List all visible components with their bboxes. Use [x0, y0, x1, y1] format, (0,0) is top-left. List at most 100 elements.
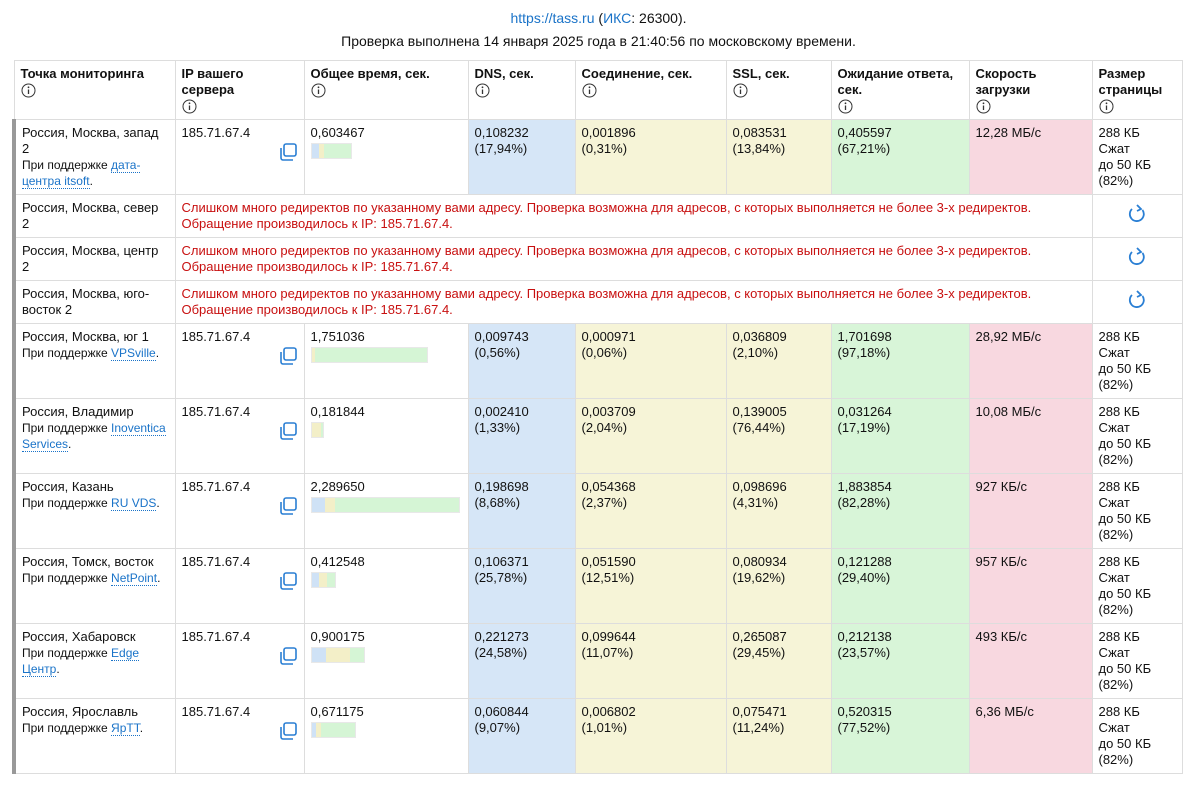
wait-time: 0,031264 — [837, 404, 892, 419]
location-cell: Россия, Москва, юго-восток 2 — [12, 280, 176, 324]
speed-cell: 10,08 МБ/с — [968, 398, 1093, 474]
support-prefix: При поддержке — [22, 721, 108, 735]
ssl-cell: 0,083531 (13,84%) — [725, 119, 832, 195]
support-suffix: . — [89, 174, 93, 188]
table-row: Россия, Томск, восток При поддержке NetPo… — [12, 548, 1183, 624]
copy-button[interactable] — [278, 346, 298, 366]
conn-share: (2,04%) — [581, 420, 628, 435]
table-row: Россия, Москва, центр 2 Слишком много ред… — [12, 237, 1183, 281]
sponsor: При поддержке NetPoint. — [22, 570, 169, 586]
wait-cell: 0,212138 (23,57%) — [830, 623, 970, 699]
wait-cell: 1,701698 (97,18%) — [830, 323, 970, 399]
support-suffix: . — [155, 346, 160, 360]
size-line: Сжат — [1098, 645, 1130, 660]
copy-button[interactable] — [278, 721, 298, 741]
speed-cell: 6,36 МБ/с — [968, 698, 1093, 774]
speed: 28,92 МБ/с — [975, 329, 1042, 344]
sponsor-link[interactable]: ЯрТТ — [111, 721, 140, 736]
size-line: 288 КБ — [1098, 554, 1140, 569]
location-cell: Россия, Москва, север 2 — [12, 194, 176, 238]
size-line: (82%) — [1098, 452, 1134, 467]
dns-time: 0,002410 — [474, 404, 529, 419]
sponsor-link[interactable]: VPSville — [111, 346, 156, 361]
timing-segment — [311, 348, 313, 362]
location-cell: Россия, Хабаровск При поддержке Edge Цент… — [12, 623, 176, 699]
dns-cell: 0,002410 (1,33%) — [467, 398, 576, 474]
dns-cell: 0,221273 (24,58%) — [467, 623, 576, 699]
wait-time: 0,121288 — [837, 554, 892, 569]
source-line: https://tass.ru (ИКС: 26300). — [0, 10, 1197, 26]
dns-cell: 0,106371 (25,78%) — [467, 548, 576, 624]
location: Россия, Москва, юг 1 — [22, 329, 149, 344]
dns-share: (1,33%) — [474, 420, 521, 435]
total-cell: 0,181844 — [303, 398, 469, 474]
sponsor-link[interactable]: RU VDS — [111, 496, 157, 511]
location: Россия, Ярославль — [22, 704, 138, 719]
conn-cell: 0,051590 (12,51%) — [574, 548, 727, 624]
table-row: Россия, Москва, юго-восток 2 Слишком мног… — [12, 280, 1183, 324]
ssl-time: 0,083531 — [732, 125, 787, 140]
ssl-time: 0,075471 — [732, 704, 787, 719]
size-line: (82%) — [1098, 173, 1134, 188]
wait-time: 0,405597 — [837, 125, 892, 140]
copy-button[interactable] — [278, 646, 298, 666]
dns-time: 0,106371 — [474, 554, 529, 569]
support-suffix: . — [68, 437, 72, 451]
table-row: Россия, Москва, юг 1 При поддержке VPSvil… — [12, 323, 1183, 399]
copy-button[interactable] — [278, 496, 298, 516]
refresh-button[interactable] — [1126, 289, 1148, 311]
speed-cell: 493 КБ/с — [968, 623, 1093, 699]
copy-button[interactable] — [278, 142, 298, 162]
ip: 185.71.67.4 — [181, 125, 251, 140]
timing-segment — [315, 723, 321, 737]
dns-time: 0,060844 — [474, 704, 529, 719]
ip-cell: 185.71.67.4 — [174, 623, 305, 699]
sponsor-link[interactable]: Edge Центр — [22, 646, 140, 677]
column-title: Точка мониторинга — [20, 66, 144, 81]
timing-segment — [311, 573, 319, 587]
ip: 185.71.67.4 — [181, 629, 251, 644]
sponsor-link[interactable]: NetPoint — [111, 571, 158, 586]
speed: 957 КБ/с — [975, 554, 1028, 569]
size-cell: 288 КБ Сжат до 50 КБ (82%) — [1091, 548, 1183, 624]
total-time: 0,900175 — [310, 629, 365, 644]
sponsor: При поддержке VPSville. — [22, 345, 169, 361]
table-body: Россия, Москва, запад 2 При поддержке дат… — [12, 119, 1183, 774]
refresh-button[interactable] — [1126, 246, 1148, 268]
total-time: 2,289650 — [310, 479, 365, 494]
column-header: SSL, сек. — [725, 60, 832, 120]
check-line: Проверка выполнена 14 января 2025 года в… — [341, 33, 856, 49]
conn-cell: 0,003709 (2,04%) — [574, 398, 727, 474]
total-time: 0,412548 — [310, 554, 365, 569]
location-cell: Россия, Владимир При поддержке Inoventica… — [12, 398, 176, 474]
sponsor-link[interactable]: Inoventica Services — [22, 421, 166, 452]
sponsor-link[interactable]: дата-центра itsoft — [22, 158, 141, 189]
wait-share: (23,57%) — [837, 645, 891, 660]
refresh-button[interactable] — [1126, 203, 1148, 225]
copy-button[interactable] — [278, 421, 298, 441]
size-line: до 50 КБ — [1098, 361, 1152, 376]
error-ip: Обращение производилось к IP: 185.71.67.… — [181, 259, 453, 274]
dns-cell: 0,009743 (0,56%) — [467, 323, 576, 399]
size-line: 288 КБ — [1098, 704, 1140, 719]
size-line: (82%) — [1098, 527, 1134, 542]
speed: 927 КБ/с — [975, 479, 1028, 494]
column-title: DNS, сек. — [474, 66, 534, 81]
location-cell: Россия, Москва, центр 2 — [12, 237, 176, 281]
total-cell: 0,603467 — [303, 119, 469, 195]
total-time: 1,751036 — [310, 329, 365, 344]
copy-button[interactable] — [278, 571, 298, 591]
size-line: до 50 КБ — [1098, 157, 1152, 172]
conn-share: (12,51%) — [581, 570, 635, 585]
size-line: (82%) — [1098, 677, 1134, 692]
location: Россия, Москва, центр 2 — [22, 243, 159, 274]
size-line: до 50 КБ — [1098, 661, 1152, 676]
source-link[interactable]: https://tass.ru — [510, 10, 595, 26]
conn-share: (0,31%) — [581, 141, 628, 156]
source-link[interactable]: ИКС — [603, 10, 632, 26]
location-cell: Россия, Москва, юг 1 При поддержке VPSvil… — [12, 323, 176, 399]
location: Россия, Томск, восток — [22, 554, 154, 569]
size-cell: 288 КБ Сжат до 50 КБ (82%) — [1091, 698, 1183, 774]
info-icon — [582, 83, 596, 98]
